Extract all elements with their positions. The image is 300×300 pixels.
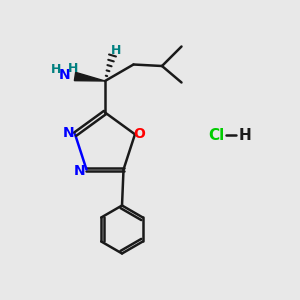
- Text: N: N: [59, 68, 70, 82]
- Text: O: O: [133, 127, 145, 141]
- Text: H: H: [111, 44, 121, 58]
- Text: N: N: [74, 164, 86, 178]
- Text: H: H: [238, 128, 251, 142]
- Text: H: H: [68, 61, 79, 75]
- Polygon shape: [74, 72, 105, 81]
- Text: H: H: [51, 63, 62, 76]
- Text: Cl: Cl: [208, 128, 224, 142]
- Text: N: N: [63, 126, 74, 140]
